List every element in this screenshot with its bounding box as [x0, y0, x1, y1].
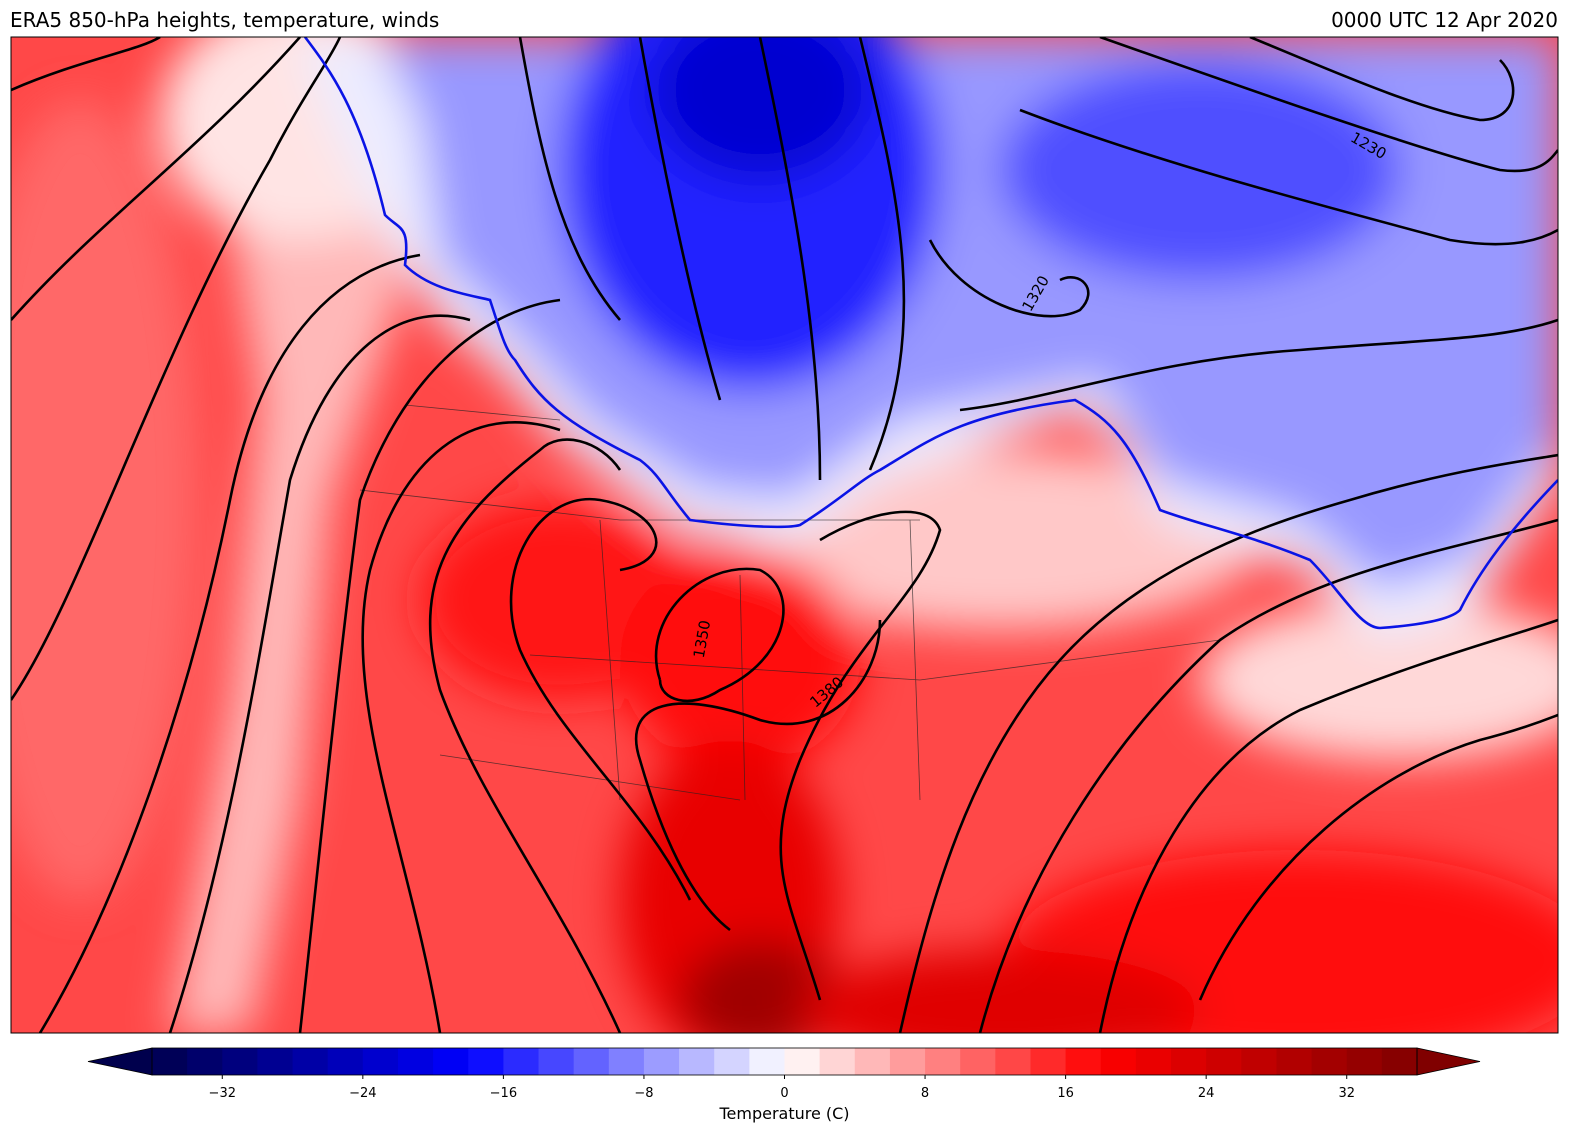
colorbar-extend-high	[1416, 1047, 1481, 1076]
borders	[359, 404, 1221, 801]
map: 1230 1320 1350 1380	[11, 37, 1558, 1033]
colorbar-tick-label: 8	[921, 1086, 929, 1101]
colorbar-box	[1171, 1048, 1207, 1075]
height-contours	[11, 37, 1558, 1033]
colorbar-box	[152, 1048, 188, 1075]
colorbar-box	[397, 1048, 434, 1075]
colorbar-box	[573, 1048, 610, 1075]
map-frame	[10, 36, 1559, 1034]
colorbar-box	[1030, 1048, 1067, 1075]
colorbar-tick-label: 16	[1057, 1086, 1074, 1101]
colorbar-box	[679, 1048, 715, 1075]
colorbar-tick-label: 0	[780, 1086, 788, 1101]
colorbar: −32 −24 −16 −8 0 8 16 24 32 Temperature (C)	[87, 1047, 1481, 1123]
colorbar-box	[1135, 1048, 1172, 1075]
colorbar-box	[714, 1048, 750, 1075]
colorbar-box	[889, 1048, 926, 1075]
colorbar-box	[643, 1048, 680, 1075]
colorbar-box	[222, 1048, 258, 1075]
colorbar-tick-label: −24	[349, 1086, 376, 1101]
colorbar-box	[468, 1048, 504, 1075]
colorbar-box	[1346, 1048, 1383, 1075]
colorbar-box	[1100, 1048, 1137, 1075]
colorbar-box	[503, 1048, 540, 1075]
colorbar-box	[292, 1048, 329, 1075]
colorbar-tick-label: 32	[1338, 1086, 1355, 1101]
colorbar-box	[819, 1048, 856, 1075]
colorbar-box	[257, 1048, 294, 1075]
colorbar-box	[784, 1048, 821, 1075]
colorbar-tick-label: 24	[1198, 1086, 1215, 1101]
colorbar-box	[1311, 1048, 1348, 1075]
colorbar-label: Temperature (C)	[718, 1104, 849, 1123]
colorbar-box	[854, 1048, 891, 1075]
freezing-line	[303, 37, 1558, 630]
colorbar-box	[362, 1048, 399, 1075]
colorbar-box	[327, 1048, 364, 1075]
colorbar-tick-label: −32	[209, 1086, 236, 1101]
colorbar-box	[187, 1048, 223, 1075]
colorbar-box	[1241, 1048, 1277, 1075]
colorbar-box	[1065, 1048, 1102, 1075]
colorbar-extend-low	[87, 1047, 153, 1076]
colorbar-tick-label: −16	[490, 1086, 517, 1101]
title-left: ERA5 850-hPa heights, temperature, winds	[10, 8, 439, 32]
colorbar-box	[608, 1048, 645, 1075]
title-right: 0000 UTC 12 Apr 2020	[1331, 8, 1558, 32]
colorbar-box	[960, 1048, 996, 1075]
colorbar-box	[925, 1048, 961, 1075]
colorbar-box	[995, 1048, 1031, 1075]
colorbar-box	[1381, 1048, 1418, 1075]
colorbar-box	[433, 1048, 469, 1075]
colorbar-box	[749, 1048, 785, 1075]
colorbar-box	[1276, 1048, 1313, 1075]
colorbar-tick-label: −8	[634, 1086, 653, 1101]
colorbar-box	[1206, 1048, 1242, 1075]
colorbar-box	[538, 1048, 575, 1075]
